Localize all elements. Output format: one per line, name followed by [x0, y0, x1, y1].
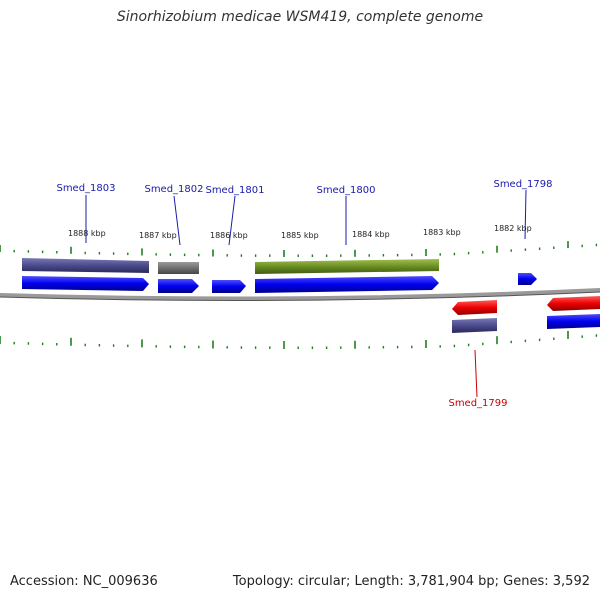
leader-smed-1799	[474, 349, 478, 398]
accession-text: Accession: NC_009636	[10, 574, 158, 589]
leader-smed-1801	[228, 195, 236, 246]
genome-summary-text: Topology: circular; Length: 3,781,904 bp…	[232, 574, 590, 589]
inner-tick-row	[0, 330, 598, 349]
leader-smed-1798	[524, 189, 527, 240]
feature-right-edge[interactable]	[547, 314, 600, 329]
gene-arrow-right-edge-reverse[interactable]	[547, 296, 600, 311]
gene-label-smed-1798[interactable]: Smed_1798	[493, 179, 552, 190]
ruler-label-1883: 1883 kbp	[423, 228, 461, 237]
gene-label-smed-1803[interactable]: Smed_1803	[56, 183, 115, 194]
ruler-label-1886: 1886 kbp	[210, 231, 248, 240]
ruler-label-1887: 1887 kbp	[139, 231, 177, 240]
genome-backbone-shadow	[0, 291, 600, 302]
gene-label-smed-1801[interactable]: Smed_1801	[205, 185, 264, 196]
feature-smed-1800[interactable]	[255, 259, 439, 274]
gene-label-smed-1802[interactable]: Smed_1802	[144, 184, 203, 195]
ruler-label-1884: 1884 kbp	[352, 230, 390, 239]
gene-arrow-smed-1800[interactable]	[255, 276, 439, 293]
gene-arrow-smed-1799[interactable]	[452, 300, 497, 315]
gene-label-smed-1799[interactable]: Smed_1799	[448, 398, 507, 409]
ruler-label-1888: 1888 kbp	[68, 229, 106, 238]
feature-smed-1799[interactable]	[452, 318, 497, 333]
gene-arrow-smed-1798[interactable]	[518, 273, 537, 285]
map-title: Sinorhizobium medicae WSM419, complete g…	[116, 9, 484, 25]
feature-smed-1802[interactable]	[158, 262, 199, 274]
gene-arrow-smed-1801[interactable]	[212, 280, 246, 293]
genome-backbone	[0, 288, 600, 301]
gene-label-smed-1800[interactable]: Smed_1800	[316, 185, 375, 196]
ruler-label-1885: 1885 kbp	[281, 231, 319, 240]
feature-smed-1803[interactable]	[22, 258, 149, 273]
gene-arrow-smed-1803[interactable]	[22, 276, 149, 291]
leader-smed-1802	[173, 195, 181, 246]
outer-tick-row	[0, 241, 598, 257]
gene-arrow-smed-1802[interactable]	[158, 279, 199, 293]
ruler-label-1882: 1882 kbp	[494, 224, 532, 233]
